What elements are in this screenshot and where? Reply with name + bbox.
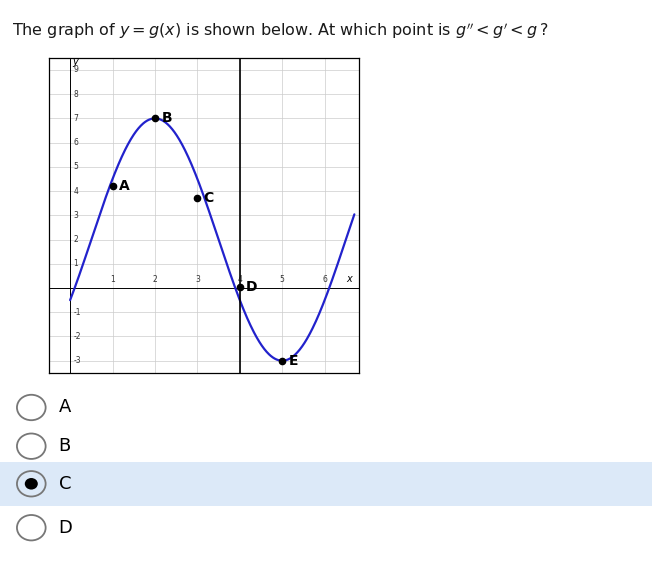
- Text: D: D: [59, 518, 72, 537]
- Text: 3: 3: [195, 275, 200, 284]
- Text: D: D: [246, 280, 258, 294]
- Text: A: A: [59, 398, 71, 417]
- Text: 5: 5: [280, 275, 285, 284]
- Text: B: B: [59, 437, 71, 455]
- Text: 5: 5: [74, 162, 78, 171]
- Text: 4: 4: [74, 187, 78, 195]
- Text: B: B: [161, 112, 172, 125]
- Text: 4: 4: [237, 275, 243, 284]
- Text: 8: 8: [74, 90, 78, 99]
- Text: C: C: [59, 475, 71, 493]
- Text: 2: 2: [74, 235, 78, 244]
- Text: -3: -3: [74, 356, 81, 365]
- Text: The graph of $y = g(x)$ is shown below. At which point is $g''< g'< g\,$?: The graph of $y = g(x)$ is shown below. …: [12, 20, 548, 40]
- Text: x: x: [346, 275, 352, 284]
- Text: 3: 3: [74, 211, 78, 220]
- Text: 7: 7: [74, 114, 78, 123]
- Text: 6: 6: [322, 275, 327, 284]
- Text: 2: 2: [153, 275, 157, 284]
- Text: y: y: [72, 57, 78, 68]
- Text: 6: 6: [74, 138, 78, 147]
- Text: 9: 9: [74, 65, 78, 75]
- Text: -2: -2: [74, 332, 81, 341]
- Text: -1: -1: [74, 307, 81, 317]
- Text: A: A: [119, 179, 130, 193]
- Text: 1: 1: [74, 260, 78, 268]
- Text: E: E: [289, 354, 298, 368]
- Text: 1: 1: [110, 275, 115, 284]
- Text: C: C: [203, 191, 214, 205]
